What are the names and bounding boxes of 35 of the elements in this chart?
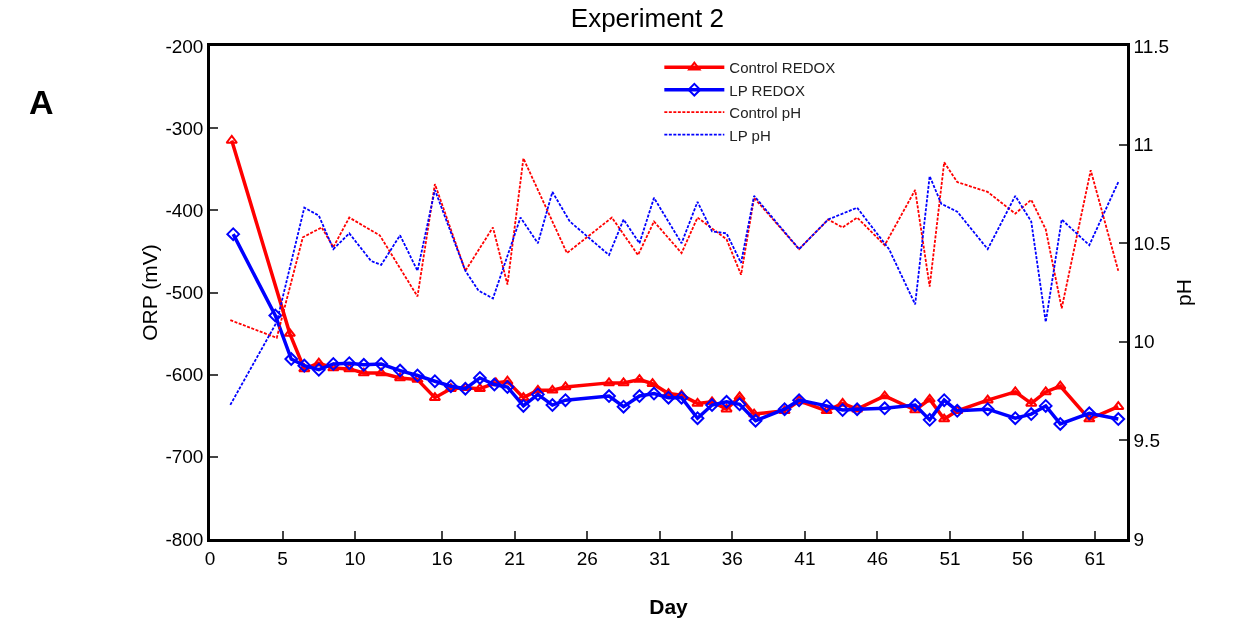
y-tick-label: -200 [165, 35, 204, 57]
y-tick-label: -800 [165, 528, 204, 550]
y2-tick-label: 9.5 [1133, 430, 1160, 452]
y-axis-title: ORP (mV) [137, 244, 161, 341]
x-tick-label: 36 [721, 547, 743, 569]
y-tick-label: -700 [165, 446, 204, 468]
x-tick-label: 10 [344, 547, 366, 569]
y-tick-label: -600 [165, 364, 204, 386]
y2-tick-label: 11 [1133, 134, 1154, 156]
legend-label: Control REDOX [729, 59, 836, 77]
x-tick-label: 21 [504, 547, 526, 569]
y2-tick-label: 10 [1133, 331, 1155, 353]
chart-title: Experiment 2 [570, 3, 724, 34]
legend-label: LP pH [729, 126, 771, 144]
y-tick-label: -500 [165, 282, 204, 304]
x-tick-label: 5 [277, 547, 288, 569]
y-tick-label: -400 [165, 199, 204, 221]
x-tick-label: 26 [576, 547, 598, 569]
x-tick-label: 0 [204, 547, 216, 569]
x-tick-label: 56 [1011, 547, 1034, 569]
legend-label: Control pH [729, 104, 802, 122]
y2-tick-label: 11.5 [1133, 35, 1170, 57]
x-tick-label: 51 [939, 547, 961, 569]
x-axis-title: Day [649, 594, 689, 618]
y-tick-label: -300 [165, 117, 204, 139]
x-tick-label: 61 [1084, 547, 1106, 569]
x-tick-label: 16 [431, 547, 453, 569]
x-tick-label: 46 [866, 547, 889, 569]
legend-label: LP REDOX [729, 81, 805, 99]
x-tick-label: 41 [794, 547, 816, 569]
y2-axis-title: pH [1172, 279, 1195, 306]
x-tick-label: 31 [649, 547, 671, 569]
y2-tick-label: 10.5 [1133, 232, 1171, 254]
text: A [29, 83, 54, 121]
y2-tick-label: 9 [1133, 528, 1145, 550]
